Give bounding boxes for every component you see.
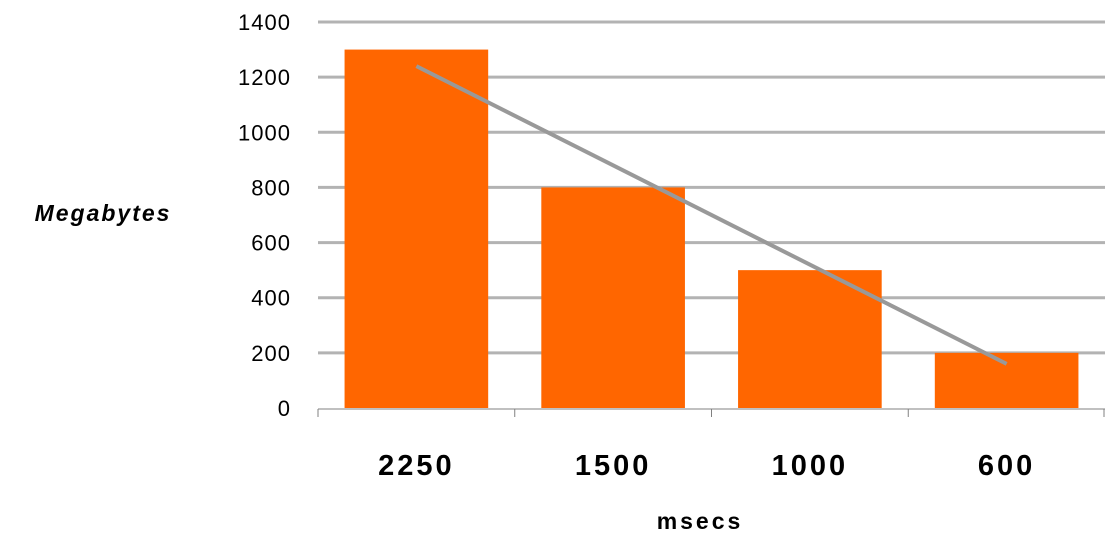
x-tick-labels: 2250 1500 1000 600 [378,450,1035,482]
x-axis-label: msecs [657,508,744,534]
y-tick-label: 1000 [238,120,291,145]
y-tick-label: 400 [251,286,291,311]
y-axis-label: Megabytes [35,200,172,226]
bars [344,49,1079,408]
x-tick-label: 1500 [575,450,652,482]
bar-1000 [738,270,882,408]
x-tick-label: 600 [978,450,1035,482]
x-tick-label: 2250 [378,450,455,482]
y-tick-labels: 0 200 400 600 800 1000 1200 1400 [238,10,291,421]
bar-600 [934,352,1079,408]
y-tick-label: 0 [278,396,291,421]
x-tick-label: 1000 [772,450,849,482]
trendline-group [415,64,1008,366]
y-tick-label: 1200 [238,65,291,90]
bar-1500 [541,187,685,408]
y-tick-label: 1400 [238,10,291,35]
trendline [415,64,1008,366]
axes [317,408,1105,417]
bar-2250 [344,49,489,408]
y-tick-label: 800 [251,175,291,200]
y-tick-label: 600 [251,231,291,256]
y-tick-label: 200 [251,341,291,366]
